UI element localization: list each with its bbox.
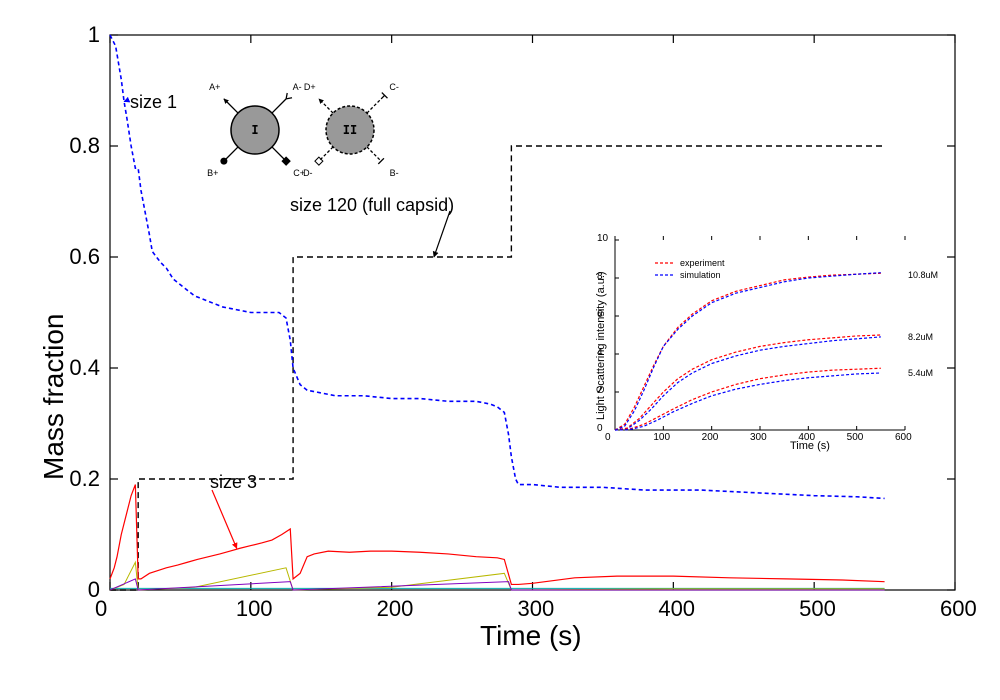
legend-simulation-label: simulation	[680, 270, 721, 280]
main-xtick-200: 200	[377, 596, 414, 622]
inset-xtick-100: 100	[653, 432, 670, 443]
inset-xtick-400: 400	[798, 432, 815, 443]
svg-text:B+: B+	[207, 168, 218, 178]
inset-curve-label-2: 8.2uM	[908, 332, 933, 342]
svg-text:A+: A+	[209, 82, 220, 92]
annotation-size1: size 1	[130, 92, 177, 113]
main-xtick-100: 100	[236, 596, 273, 622]
main-ytick-0.6: 0.6	[69, 244, 100, 270]
main-xtick-600: 600	[940, 596, 977, 622]
main-ytick-0: 0	[88, 577, 100, 603]
inset-curve-label-3: 5.4uM	[908, 368, 933, 378]
main-xtick-300: 300	[518, 596, 555, 622]
inset-ytick-10: 10	[597, 233, 608, 244]
inset-curve-label-1: 10.8uM	[908, 270, 938, 280]
inset-ytick-6: 6	[597, 309, 603, 320]
svg-text:C-: C-	[389, 82, 399, 92]
inset-xtick-600: 600	[895, 432, 912, 443]
inset-ytick-0: 0	[597, 423, 603, 434]
inset-ytick-8: 8	[597, 271, 603, 282]
main-ytick-0.8: 0.8	[69, 133, 100, 159]
main-ytick-1: 1	[88, 22, 100, 48]
inset-ytick-2: 2	[597, 385, 603, 396]
main-xtick-400: 400	[658, 596, 695, 622]
inset-xtick-200: 200	[702, 432, 719, 443]
main-ytick-0.2: 0.2	[69, 466, 100, 492]
annotation-size3: size 3	[210, 472, 257, 493]
main-xtick-500: 500	[799, 596, 836, 622]
svg-text:A-: A-	[293, 82, 302, 92]
inset-plot-box	[585, 225, 945, 460]
inset-ylabel: Light Scattering intensity (a.u.)	[595, 271, 607, 420]
svg-text:D-: D-	[303, 168, 313, 178]
legend-experiment-label: experiment	[680, 258, 725, 268]
inset-xtick-500: 500	[847, 432, 864, 443]
inset-xtick-300: 300	[750, 432, 767, 443]
inset-ytick-4: 4	[597, 347, 603, 358]
main-ytick-0.4: 0.4	[69, 355, 100, 381]
inset-xtick-0: 0	[605, 432, 611, 443]
svg-text:I: I	[251, 123, 258, 137]
svg-text:B-: B-	[390, 168, 399, 178]
annotation-size120: size 120 (full capsid)	[290, 195, 454, 216]
svg-text:D+: D+	[304, 82, 316, 92]
svg-text:II: II	[343, 123, 357, 137]
main-ylabel: Mass fraction	[38, 314, 70, 481]
main-xlabel: Time (s)	[480, 620, 582, 652]
